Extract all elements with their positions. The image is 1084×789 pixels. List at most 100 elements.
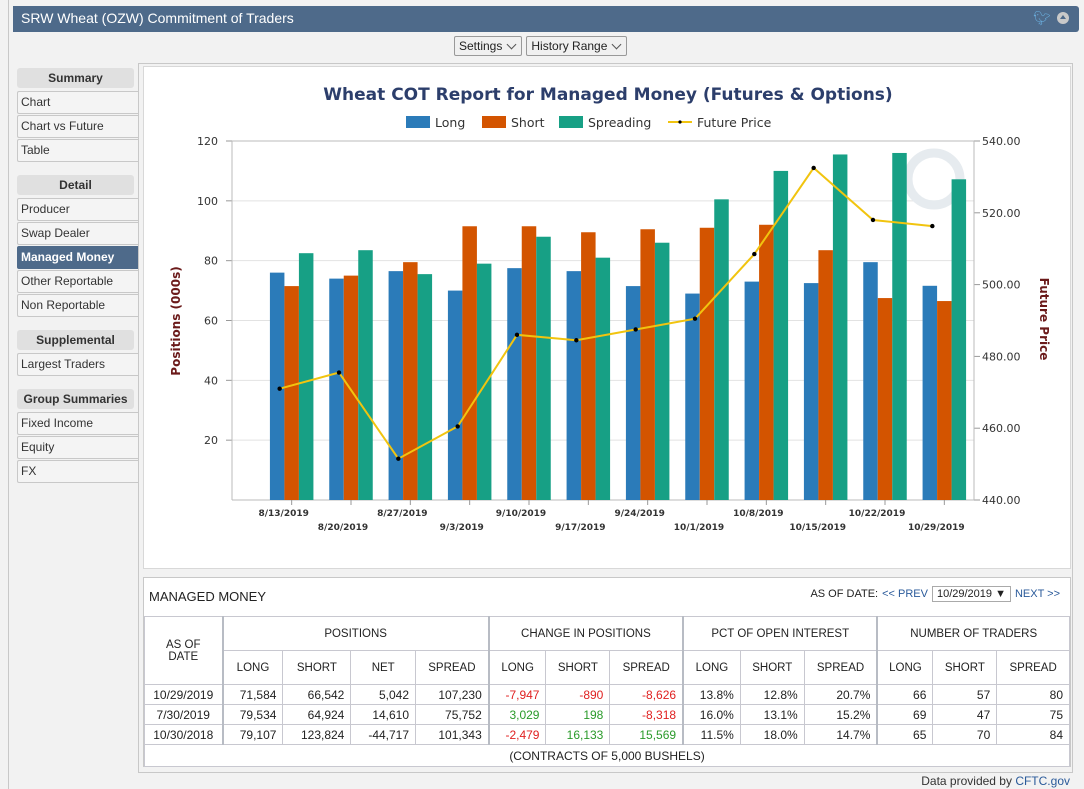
table-cell: 57 — [932, 684, 998, 705]
x-tick-label: 8/27/2019 — [377, 509, 427, 519]
future-price-point — [752, 251, 757, 257]
bar-long — [566, 271, 582, 500]
table-cell: -7,947 — [487, 684, 547, 705]
bar-long — [744, 281, 760, 500]
bar-short — [699, 227, 715, 500]
x-tick-label: 9/24/2019 — [614, 509, 664, 519]
future-price-point — [277, 386, 282, 391]
future-price-line — [279, 166, 933, 461]
table-cell: 75,752 — [415, 704, 490, 725]
legend-label: Future Price — [697, 115, 772, 130]
table-cell: -8,318 — [609, 704, 684, 725]
bar-spreading — [358, 250, 373, 500]
column-header: LONG — [876, 650, 934, 685]
row-date: 10/29/2019 — [144, 684, 223, 705]
table-cell: 18.0% — [739, 724, 805, 745]
table-cell: 66 — [876, 684, 934, 705]
table-group-header: AS OF DATE POSITIONS CHANGE IN POSITIONS PC… — [144, 616, 1071, 685]
sidebar-spacer — [17, 163, 139, 175]
table-cell: 66,542 — [282, 684, 352, 705]
twitter-icon[interactable]: 🐦︎ — [1033, 10, 1051, 26]
settings-button[interactable]: Settings — [454, 36, 523, 56]
page-title: SRW Wheat (OZW) Commitment of Traders — [21, 10, 294, 26]
table-cell: 64,924 — [282, 704, 352, 725]
table-cell: 47 — [932, 704, 998, 725]
table-cell: 3,029 — [487, 704, 547, 725]
bar-spreading — [773, 170, 789, 500]
table-cell: -890 — [545, 684, 611, 705]
future-price-point — [692, 316, 698, 321]
bar-long — [863, 262, 878, 500]
bar-short — [581, 232, 596, 500]
x-tick-label: 10/15/2019 — [789, 523, 846, 533]
x-tick-label: 10/22/2019 — [849, 509, 906, 519]
table-cell: 65 — [876, 724, 934, 745]
column-header: SHORT — [282, 650, 352, 685]
legend-swatch-long — [406, 116, 430, 128]
date-select[interactable]: 10/29/2019 ▼ — [931, 586, 1011, 602]
legend-swatch-spreading — [559, 116, 583, 128]
sidebar-item-table[interactable]: Table — [17, 139, 139, 162]
sidebar-heading: Group Summaries — [17, 389, 134, 409]
table-cell: 16,133 — [545, 724, 611, 745]
x-tick-label: 8/13/2019 — [258, 509, 308, 519]
x-tick-label: 10/1/2019 — [674, 523, 724, 533]
table-row: 7/30/2019 79,534 64,924 14,610 75,752 3,029 19… — [144, 704, 1070, 725]
table-cell: 123,824 — [282, 724, 352, 745]
sidebar-item-chart[interactable]: Chart — [17, 91, 139, 114]
history-range-button[interactable]: History Range — [526, 36, 628, 56]
prev-link[interactable]: << PREV — [882, 588, 928, 600]
bar-long — [625, 286, 641, 500]
settings-label: Settings — [459, 39, 503, 53]
table-cell: 5,042 — [350, 684, 417, 705]
cot-table: AS OF DATE POSITIONS CHANGE IN POSITIONS PC… — [144, 616, 1071, 767]
sidebar-item-managed-money[interactable]: Managed Money — [17, 246, 139, 269]
cftc-link[interactable]: CFTC.gov — [1015, 774, 1070, 788]
y2-tick-label: 440.00 — [982, 494, 1021, 507]
column-header: SPREAD — [996, 650, 1070, 685]
column-header: LONG — [487, 650, 547, 685]
table-cell: 11.5% — [682, 724, 741, 745]
bar-long — [507, 268, 522, 500]
watermark-icon — [903, 148, 965, 210]
collapse-icon[interactable] — [1057, 12, 1069, 24]
y2-tick-label: 480.00 — [982, 350, 1021, 363]
column-header: SHORT — [545, 650, 611, 685]
table-cell: 80 — [996, 684, 1070, 705]
chevron-down-icon — [506, 39, 517, 49]
table-title: MANAGED MONEY — [149, 589, 267, 604]
table-cell: 12.8% — [739, 684, 805, 705]
table-cell: 14,610 — [350, 704, 417, 725]
table-cell: 13.8% — [682, 684, 741, 705]
column-header: SPREAD — [415, 650, 490, 685]
table-row: 10/30/2018 79,107 123,824 -44,717 101,343 -2,… — [144, 724, 1070, 745]
credit-text: Data provided by — [921, 774, 1016, 788]
y-tick-label: 60 — [204, 315, 218, 328]
sidebar-item-producer[interactable]: Producer — [17, 198, 139, 221]
next-link[interactable]: NEXT >> — [1014, 588, 1060, 600]
sidebar-item-fx[interactable]: FX — [17, 460, 139, 483]
table-cell: 69 — [876, 704, 934, 725]
table-cell: 107,230 — [415, 684, 490, 705]
bar-long — [922, 285, 938, 500]
y2-axis-label: Future Price — [1037, 278, 1051, 361]
bar-spreading — [595, 257, 611, 500]
column-header: SHORT — [739, 650, 805, 685]
y-tick-label: 20 — [204, 434, 218, 447]
sidebar-item-non-reportable[interactable]: Non Reportable — [17, 294, 139, 317]
sidebar-item-largest-traders[interactable]: Largest Traders — [17, 353, 139, 376]
sidebar-item-swap-dealer[interactable]: Swap Dealer — [17, 222, 139, 245]
table-cell: -44,717 — [350, 724, 417, 745]
column-header: LONG — [221, 650, 284, 685]
table-cell: 13.1% — [739, 704, 805, 725]
column-header: NET — [350, 650, 417, 685]
y2-tick-label: 500.00 — [982, 279, 1021, 292]
sidebar-item-fixed-income[interactable]: Fixed Income — [17, 412, 139, 435]
sidebar-item-chart-vs-future[interactable]: Chart vs Future — [17, 115, 139, 138]
sidebar-item-equity[interactable]: Equity — [17, 436, 139, 459]
future-price-point — [574, 338, 579, 343]
table-footer-row: (CONTRACTS OF 5,000 BUSHELS) — [144, 744, 1070, 767]
sidebar-item-other-reportable[interactable]: Other Reportable — [17, 270, 139, 293]
bar-long — [685, 293, 700, 500]
bar-spreading — [892, 152, 907, 500]
